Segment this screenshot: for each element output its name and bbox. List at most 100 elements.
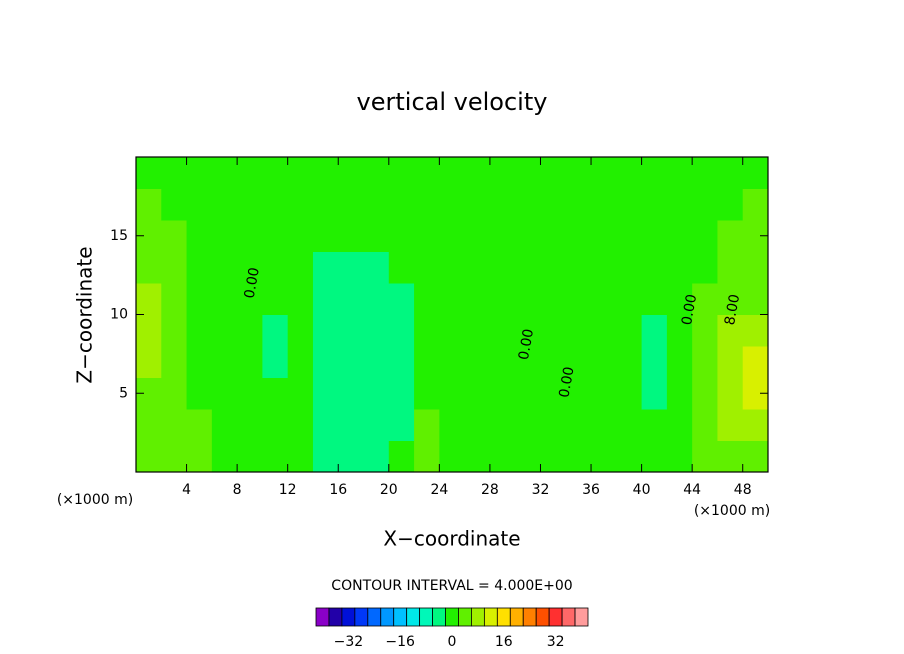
field-cell: [666, 251, 693, 284]
field-cell: [363, 346, 390, 378]
colorbar-box: [380, 607, 395, 627]
field-cell: [161, 346, 188, 378]
field-cell: [414, 157, 440, 189]
field-cell: [312, 251, 339, 284]
field-cell: [464, 157, 491, 189]
y-tick-label: 5: [119, 385, 128, 401]
y-tick-label: 10: [110, 307, 128, 323]
field-cell: [136, 157, 162, 189]
field-cell: [262, 314, 289, 347]
field-cell: [489, 188, 516, 221]
field-cell: [515, 440, 541, 473]
field-cell: [742, 251, 769, 284]
field-cell: [262, 440, 289, 473]
contour-interval: CONTOUR INTERVAL = 4.000E+00: [331, 578, 572, 594]
field-cell: [363, 440, 390, 473]
field-cell: [616, 409, 643, 441]
field-cell: [540, 409, 567, 441]
x-tick-label: 24: [430, 482, 448, 498]
x-tick-label: 12: [279, 482, 297, 498]
field-cell: [641, 283, 668, 315]
field-cell: [161, 188, 188, 221]
field-cell: [287, 409, 314, 441]
field-cell: [717, 283, 744, 315]
x-tick-label: 32: [532, 482, 550, 498]
field-cell: [211, 377, 238, 410]
field-cell: [591, 314, 617, 347]
field-cell: [692, 314, 718, 347]
field-cell: [540, 220, 567, 252]
field-cell: [515, 157, 541, 189]
field-cell: [464, 409, 491, 441]
colorbar-box: [445, 607, 459, 627]
field-cell: [136, 314, 162, 347]
field-cell: [237, 314, 263, 347]
field-cell: [414, 440, 440, 473]
field-cell: [388, 157, 415, 189]
field-cell: [464, 283, 491, 315]
field-cell: [388, 220, 415, 252]
colorbar-tick-label: 32: [547, 634, 565, 650]
field-cell: [439, 346, 466, 378]
field-cell: [489, 283, 516, 315]
field-cell: [338, 220, 365, 252]
x-tick-label: 28: [481, 482, 499, 498]
field-cell: [287, 220, 314, 252]
field-cell: [742, 283, 769, 315]
field-cell: [616, 251, 643, 284]
field-cell: [489, 377, 516, 410]
field-cell: [211, 251, 238, 284]
field-cell: [312, 188, 339, 221]
field-cell: [666, 283, 693, 315]
field-cell: [338, 440, 365, 473]
x-tick-label: 40: [633, 482, 651, 498]
field-cell: [186, 251, 213, 284]
field-cell: [717, 314, 744, 347]
field-cell: [287, 377, 314, 410]
field-cell: [489, 440, 516, 473]
x-tick-label: 8: [233, 482, 242, 498]
field-cell: [338, 188, 365, 221]
field-cell: [666, 377, 693, 410]
field-cell: [414, 283, 440, 315]
field-cell: [388, 346, 415, 378]
y-axis-label: Z−coordinate: [73, 246, 97, 383]
colorbar-box: [458, 607, 472, 627]
field-cell: [287, 440, 314, 473]
field-cell: [742, 440, 769, 473]
field-cell: [540, 377, 567, 410]
field-cell: [515, 283, 541, 315]
field-cell: [692, 188, 718, 221]
field-cell: [641, 188, 668, 221]
field-cell: [312, 346, 339, 378]
field-cell: [237, 157, 263, 189]
field-cell: [540, 440, 567, 473]
field-cell: [641, 409, 668, 441]
field-cell: [565, 314, 592, 347]
field-cell: [616, 188, 643, 221]
x-axis-label: X−coordinate: [383, 527, 520, 551]
field-cell: [742, 188, 769, 221]
field-cell: [540, 346, 567, 378]
field-cell: [540, 188, 567, 221]
field-cell: [515, 346, 541, 378]
field-cell: [414, 314, 440, 347]
field-cell: [515, 188, 541, 221]
field-cell: [312, 157, 339, 189]
field-cell: [186, 314, 213, 347]
field-cell: [388, 440, 415, 473]
field-cell: [388, 251, 415, 284]
field-cell: [262, 346, 289, 378]
field-cell: [591, 220, 617, 252]
field-cell: [186, 157, 213, 189]
field-cell: [565, 188, 592, 221]
colorbar-box: [522, 607, 537, 627]
field-cell: [414, 346, 440, 378]
field-cell: [161, 440, 188, 473]
field-cell: [666, 440, 693, 473]
field-cell: [565, 440, 592, 473]
x-tick-label: 16: [329, 482, 347, 498]
colorbar-box: [483, 607, 498, 627]
colorbar-box: [393, 607, 408, 627]
field-cell: [641, 220, 668, 252]
